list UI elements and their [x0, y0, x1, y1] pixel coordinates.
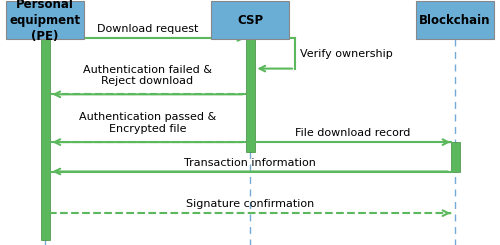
Bar	[211, 1, 289, 39]
Text: Download request: Download request	[97, 24, 198, 34]
Bar	[450, 142, 460, 172]
Text: Verify ownership: Verify ownership	[300, 49, 393, 59]
Text: Authentication failed &
Reject download: Authentication failed & Reject download	[83, 65, 212, 86]
Text: File download record: File download record	[295, 128, 410, 138]
Text: Authentication passed &
Encrypted file: Authentication passed & Encrypted file	[79, 112, 216, 134]
Bar	[416, 1, 494, 39]
Text: Signature confirmation: Signature confirmation	[186, 199, 314, 209]
Text: Personal
equipment
(PE): Personal equipment (PE)	[10, 0, 81, 43]
Text: Blockchain: Blockchain	[419, 14, 491, 27]
Text: CSP: CSP	[237, 14, 263, 27]
Bar	[40, 38, 50, 240]
Bar	[246, 38, 254, 152]
Bar	[6, 1, 84, 39]
Text: Transaction information: Transaction information	[184, 158, 316, 168]
